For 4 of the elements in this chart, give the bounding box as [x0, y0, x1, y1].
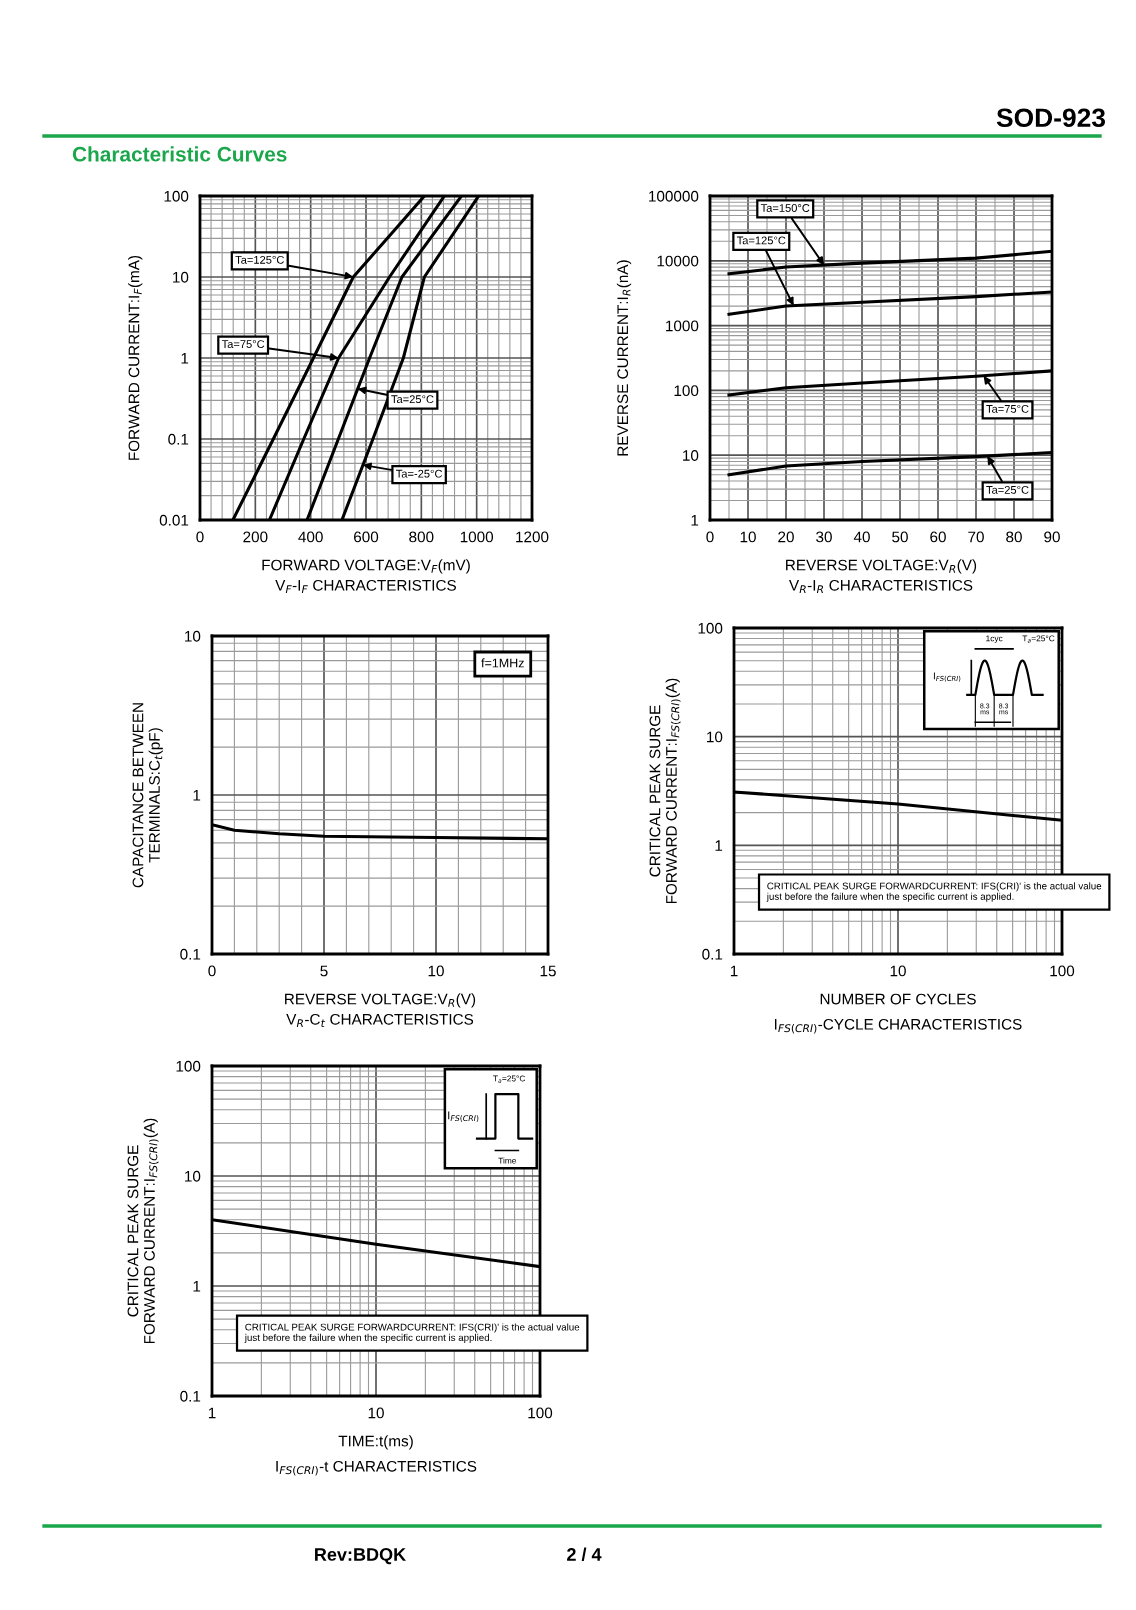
- text: SOD-923: [996, 108, 1106, 128]
- chart-title: Characteristic Curves: [72, 146, 287, 162]
- text: 2 / 4: [567, 1547, 602, 1562]
- text: Rev:BDQK: [315, 1548, 406, 1565]
